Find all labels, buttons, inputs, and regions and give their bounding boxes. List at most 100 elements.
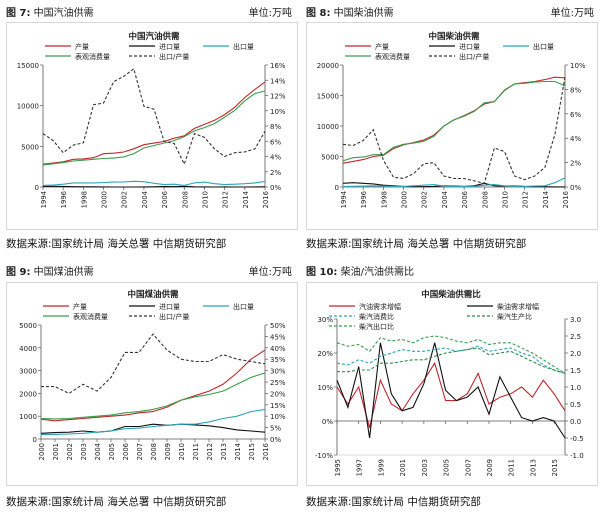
x-tick-label: 1998 bbox=[80, 191, 88, 208]
x-tick-label: 2002 bbox=[121, 191, 129, 208]
y2-tick-label: 35% bbox=[270, 356, 286, 364]
x-tick-label: 1998 bbox=[380, 191, 388, 208]
y2-tick-label: 20% bbox=[270, 390, 286, 398]
y2-tick-label: 30% bbox=[270, 368, 286, 376]
y2-tick-label: 12% bbox=[270, 93, 286, 101]
y2-tick-label: 1.5 bbox=[570, 367, 581, 375]
x-tick-label: 2010 bbox=[178, 443, 186, 460]
series-line-3 bbox=[42, 180, 266, 186]
series-line-3 bbox=[336, 345, 566, 374]
x-tick-label: 1997 bbox=[356, 459, 364, 476]
series-line-1 bbox=[336, 361, 566, 428]
chart-coal-oil: 中国煤油供需 0 1000 2000 3000 4000 5000 0% 5% 10% 15% 20%… bbox=[19, 289, 286, 460]
y2-tick-label: 1.0 bbox=[570, 384, 581, 392]
x-tick-label: 2004 bbox=[441, 191, 449, 208]
y2-tick-label: 5% bbox=[270, 425, 281, 433]
x-tick-label: 2015 bbox=[551, 459, 559, 476]
series-line-5 bbox=[42, 67, 266, 166]
fig8-title: 中国柴油供需 bbox=[333, 8, 394, 19]
legend-label: 表观消费量 bbox=[75, 52, 110, 61]
y2-tick-label: 14% bbox=[270, 77, 286, 85]
x-tick-label: 2000 bbox=[401, 191, 409, 208]
legend-label: 产量 bbox=[375, 42, 389, 51]
fig9-unit: 单位:万吨 bbox=[248, 267, 292, 278]
chart-title: 中国柴油供需比 bbox=[421, 289, 481, 300]
y2-tick-label: 50% bbox=[270, 322, 286, 330]
legend-label: 柴汽消费比 bbox=[359, 312, 394, 321]
x-tick-label: 2003 bbox=[80, 443, 88, 460]
y-tick-label: 1000 bbox=[19, 413, 37, 421]
x-tick-label: 2010 bbox=[201, 191, 209, 208]
x-tick-label: 2000 bbox=[101, 191, 109, 208]
series-line-2 bbox=[336, 342, 566, 439]
x-tick-label: 1999 bbox=[377, 459, 385, 476]
x-tick-label: 2001 bbox=[399, 459, 407, 476]
legend-label: 产量 bbox=[75, 42, 89, 51]
y-tick-label: 15000 bbox=[317, 93, 339, 101]
series-line-4 bbox=[42, 90, 266, 166]
x-tick-label: 1994 bbox=[40, 191, 48, 208]
y2-tick-label: -0.5 bbox=[570, 435, 584, 443]
y2-tick-label: 8% bbox=[570, 86, 581, 94]
x-tick-label: 2012 bbox=[206, 443, 214, 460]
panel-fig10: 中国柴油供需比 -10% 0% 10% 20% 30% -1.0 -0.5 0.0 0.5 1.0 1… bbox=[306, 282, 598, 486]
x-tick-label: 2008 bbox=[181, 191, 189, 208]
series-line-5 bbox=[342, 77, 566, 184]
fig7-label: 图 7: bbox=[6, 8, 31, 19]
y-tick-label: 10000 bbox=[317, 123, 339, 131]
x-tick-label: 2014 bbox=[542, 191, 550, 208]
series-line-4 bbox=[40, 372, 266, 420]
y2-tick-label: -1.0 bbox=[570, 452, 584, 460]
source-fig9: 数据来源:国家统计局 海关总署 中信期货研究部 bbox=[6, 496, 227, 508]
legend-label: 进口量 bbox=[459, 43, 480, 51]
y2-tick-label: 15% bbox=[270, 402, 286, 410]
y2-tick-label: 45% bbox=[270, 333, 286, 341]
x-tick-label: 1994 bbox=[340, 191, 348, 208]
x-tick-label: 2005 bbox=[108, 443, 116, 460]
panel-fig9: 中国煤油供需 0 1000 2000 3000 4000 5000 0% 5% 10% 15% 20%… bbox=[6, 282, 298, 486]
legend-label: 出口/产量 bbox=[159, 52, 189, 61]
series-line-3 bbox=[342, 177, 566, 187]
chart-title: 中国柴油供需 bbox=[428, 31, 480, 42]
series-line-2 bbox=[43, 185, 266, 188]
fig7-unit: 单位:万吨 bbox=[248, 8, 292, 19]
chart-title: 中国煤油供需 bbox=[127, 289, 179, 300]
x-tick-label: 2005 bbox=[443, 459, 451, 476]
fig10-title: 柴油/汽油供需比 bbox=[340, 267, 414, 278]
x-tick-label: 2004 bbox=[94, 443, 102, 460]
series-line-5 bbox=[41, 333, 266, 395]
series-line-1 bbox=[42, 81, 266, 165]
x-tick-label: 2016 bbox=[562, 191, 570, 208]
x-tick-label: 2013 bbox=[529, 459, 537, 476]
y-tick-label: -10% bbox=[315, 452, 333, 460]
y2-tick-label: 6% bbox=[270, 138, 281, 146]
y2-tick-label: 0% bbox=[270, 436, 281, 444]
y2-tick-label: 8% bbox=[270, 123, 281, 131]
legend-label: 汽油需求增幅 bbox=[359, 302, 401, 311]
series-line-1 bbox=[40, 349, 266, 422]
y-tick-label: 0 bbox=[35, 184, 39, 192]
x-tick-label: 2016 bbox=[262, 443, 270, 460]
axes: -10% 0% 10% 20% 30% -1.0 -0.5 0.0 0.5 1.0 1.5 2.0 2.… bbox=[315, 316, 584, 476]
y-tick-label: 15000 bbox=[17, 62, 39, 70]
x-tick-label: 2014 bbox=[242, 191, 250, 208]
chart-diesel: 中国柴油供需 0 5000 10000 15000 20000 0% 2% 4% 6% 8% 10% 1… bbox=[317, 31, 586, 208]
fig9-header: 图 9: 中国煤油供需 单位:万吨 bbox=[6, 263, 296, 278]
y-tick-label: 0 bbox=[335, 184, 339, 192]
legend-label: 柴汽生产比 bbox=[497, 312, 532, 321]
y-tick-label: 20% bbox=[317, 350, 333, 358]
y2-tick-label: 0.0 bbox=[570, 418, 581, 426]
x-tick-label: 2014 bbox=[234, 443, 242, 460]
series-line-4 bbox=[337, 347, 566, 374]
y2-tick-label: 10% bbox=[570, 62, 586, 70]
legend-label: 出口量 bbox=[533, 42, 554, 51]
x-tick-label: 2006 bbox=[161, 191, 169, 208]
series-line-2 bbox=[40, 423, 266, 434]
y2-tick-label: 6% bbox=[570, 111, 581, 119]
x-tick-label: 2009 bbox=[164, 443, 172, 460]
x-tick-label: 2007 bbox=[464, 459, 472, 476]
y-tick-label: 30% bbox=[317, 316, 333, 324]
y2-tick-label: 16% bbox=[270, 62, 286, 70]
